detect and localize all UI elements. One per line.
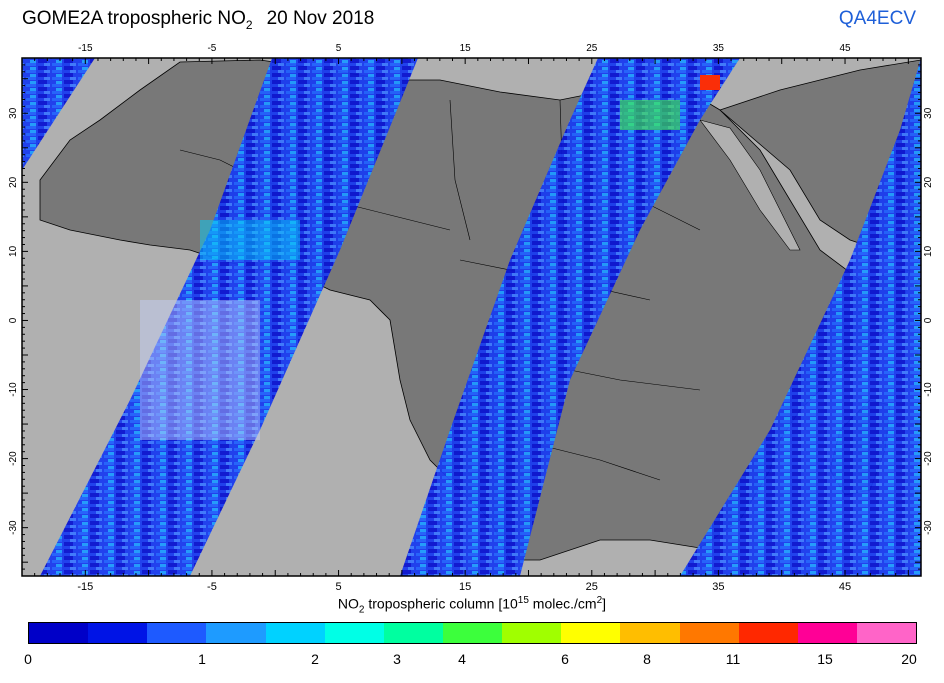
top-tick-label: 25 [586,43,598,54]
colorbar-label: 4 [458,651,466,667]
swath-red-hotspot [700,75,720,90]
colorbar-segment [88,623,148,643]
left-tick-label: 30 [8,107,19,119]
right-tick-label: -10 [923,382,934,397]
swath-4 [680,58,921,576]
axis-label-sup1: 15 [517,595,529,606]
colorbar-segment [679,623,739,643]
bottom-tick-label: 15 [459,581,471,593]
top-tick-label: 15 [460,43,472,54]
top-tick-label: -5 [207,43,216,54]
colorbar-segment [265,623,325,643]
colorbar-segment [442,623,503,643]
title-text: GOME2A tropospheric NO [22,8,246,29]
bottom-tick-label: -5 [207,581,217,593]
axis-label-mid2: molec./cm [528,595,597,612]
top-tick-label: 35 [713,43,725,54]
colorbar-label: 15 [817,651,833,667]
left-tick-label: -10 [8,382,19,397]
axis-label-sup2: 2 [596,595,603,606]
title-date: 20 Nov 2018 [266,8,375,29]
left-tick-label: 10 [8,245,19,257]
colorbar-segment [324,623,384,643]
top-tick-label: 5 [336,43,342,54]
map-frame [21,57,922,577]
colorbar-segment [29,623,89,643]
left-tick-label: -20 [8,451,19,466]
no2-swaths [22,58,921,576]
colorbar-label: 3 [393,651,401,667]
right-tick-label: 0 [923,317,934,323]
colorbar-label: 11 [725,651,741,667]
bottom-tick-label: 45 [839,581,851,593]
colorbar-label: 6 [561,651,569,667]
map-title: GOME2A tropospheric NO2 20 Nov 2018 [22,8,374,32]
red-sea [699,119,801,251]
swath-3 [400,58,740,576]
bottom-tick-label: -15 [77,581,93,593]
axis-label-mid: tropospheric column [10 [364,595,518,612]
right-tick-label: 20 [923,176,934,188]
left-tick-label: 20 [8,176,19,188]
top-tick-label: 45 [839,43,851,54]
swath-green-patch [620,100,680,130]
colorbar-segment [147,623,207,643]
right-tick-label: 30 [923,107,934,119]
colorbar-label: 1 [198,651,206,667]
bottom-tick-label: 5 [335,581,341,593]
title-subscript: 2 [245,17,253,32]
colorbar-label: 0 [24,651,32,667]
left-tick-label: 0 [8,317,19,323]
colorbar-label: 2 [311,651,319,667]
left-tick-label: -30 [8,520,19,535]
product-label: QA4ECV [838,8,916,29]
right-tick-label: 10 [923,245,934,257]
axis-label-pre: NO [337,595,359,612]
colorbar-segment [797,623,857,643]
colorbar-segment [383,623,443,643]
colorbar-segment [856,623,916,643]
colorbar-label: 20 [901,651,917,667]
colorbar [28,622,917,644]
axis-label: NO2 tropospheric column [1015 molec./cm2… [0,595,944,615]
axis-label-end: ] [602,595,607,612]
swath-2 [40,58,418,576]
colorbar-segment [620,623,680,643]
axis-label-sub: 2 [358,604,365,616]
colorbar-segment [502,623,562,643]
right-tick-label: -30 [923,520,934,535]
bottom-tick-label: 25 [586,581,598,593]
swath-cyan-patch [200,220,300,260]
map-tick-labels: -15 -5 5 15 25 35 45 -15 -5 5 15 25 35 45 30 30 20 20 10 10… [8,43,934,593]
swath-pale-patch-1 [140,300,260,440]
colorbar-segment [561,623,621,643]
right-tick-label: -20 [923,451,934,466]
bottom-tick-label: 35 [712,581,724,593]
top-tick-label: -15 [78,43,93,54]
swath-1 [22,58,95,170]
colorbar-segment [738,623,798,643]
map-ticks [21,57,922,577]
colorbar-segment [206,623,266,643]
colorbar-label: 8 [643,651,651,667]
